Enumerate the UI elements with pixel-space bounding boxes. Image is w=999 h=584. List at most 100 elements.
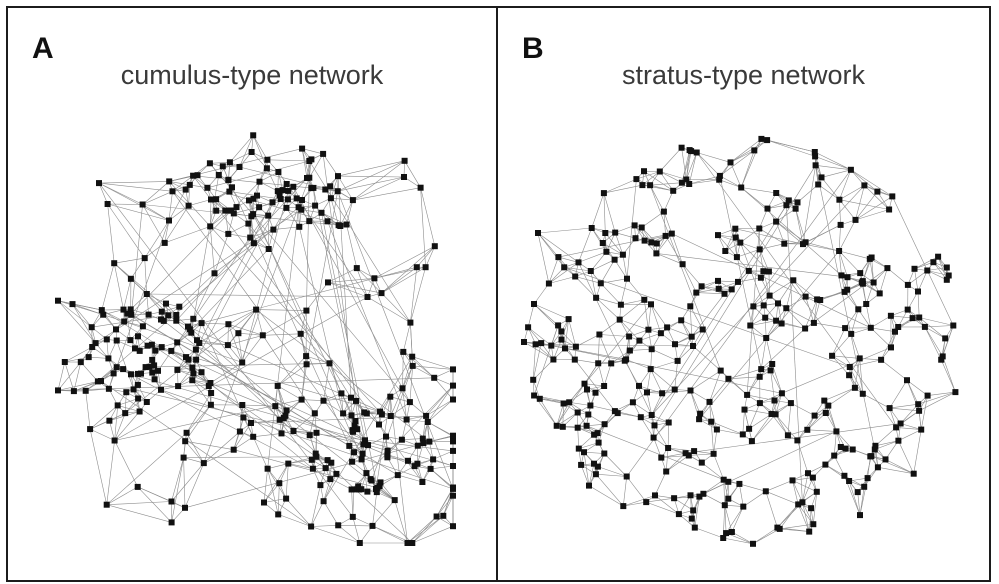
network-edge bbox=[862, 393, 890, 409]
network-node bbox=[688, 515, 695, 522]
network-edge bbox=[759, 208, 768, 229]
network-node bbox=[269, 199, 276, 206]
network-node bbox=[597, 280, 604, 287]
network-node bbox=[578, 461, 585, 468]
network-edge bbox=[259, 159, 268, 182]
network-node bbox=[787, 400, 794, 407]
network-node bbox=[910, 470, 917, 477]
network-edge bbox=[278, 514, 312, 527]
network-edge bbox=[924, 325, 954, 328]
network-node bbox=[706, 398, 713, 405]
network-edge bbox=[696, 152, 721, 177]
network-node bbox=[383, 433, 389, 440]
network-edge bbox=[839, 199, 890, 210]
network-edge bbox=[719, 150, 755, 177]
network-edge bbox=[263, 468, 268, 503]
network-edge bbox=[72, 303, 104, 315]
network-node bbox=[450, 523, 456, 530]
network-edge bbox=[769, 280, 794, 296]
network-edge bbox=[851, 327, 871, 335]
network-node bbox=[611, 256, 618, 263]
network-edge bbox=[323, 356, 413, 502]
network-edge bbox=[802, 165, 816, 245]
network-edge bbox=[574, 359, 599, 364]
network-node bbox=[888, 344, 894, 351]
network-edge bbox=[831, 327, 846, 356]
network-node bbox=[296, 223, 303, 230]
network-edge bbox=[654, 425, 669, 449]
network-edge bbox=[815, 165, 876, 450]
network-edge bbox=[797, 184, 819, 203]
network-node bbox=[918, 426, 925, 433]
network-edge bbox=[252, 135, 268, 160]
network-node bbox=[591, 431, 598, 438]
network-node bbox=[82, 387, 89, 394]
network-node bbox=[122, 410, 129, 417]
network-node bbox=[103, 501, 110, 508]
network-node bbox=[562, 345, 568, 352]
network-edge bbox=[537, 232, 565, 268]
network-edge bbox=[709, 401, 718, 430]
network-edge bbox=[242, 404, 276, 407]
network-node bbox=[400, 348, 407, 355]
network-node bbox=[225, 177, 232, 183]
network-edge bbox=[352, 489, 355, 517]
network-edge bbox=[646, 392, 652, 416]
network-edge bbox=[352, 516, 361, 544]
network-node bbox=[838, 272, 845, 279]
network-edge bbox=[632, 402, 652, 416]
network-node bbox=[190, 370, 197, 377]
network-node bbox=[279, 187, 286, 194]
network-edge bbox=[603, 193, 606, 234]
network-edge bbox=[537, 232, 550, 284]
network-node bbox=[825, 402, 832, 409]
network-edge bbox=[765, 480, 793, 492]
network-node bbox=[225, 321, 232, 328]
network-node bbox=[817, 297, 824, 303]
network-node bbox=[756, 225, 763, 232]
network-node bbox=[586, 482, 592, 489]
network-edge bbox=[595, 474, 624, 507]
network-edge bbox=[250, 419, 280, 424]
network-node bbox=[766, 292, 773, 299]
stratus-network-graph bbox=[521, 135, 959, 547]
network-edge bbox=[885, 440, 899, 460]
network-node bbox=[293, 195, 300, 202]
network-edge bbox=[927, 267, 947, 271]
network-edge bbox=[85, 390, 91, 430]
network-node bbox=[207, 401, 214, 408]
network-edge bbox=[433, 377, 454, 400]
network-edge bbox=[527, 327, 552, 346]
network-edge bbox=[209, 163, 411, 403]
network-edge bbox=[164, 220, 170, 243]
network-edge bbox=[168, 181, 383, 415]
network-edge bbox=[920, 395, 928, 430]
network-node bbox=[198, 320, 205, 327]
network-node bbox=[583, 422, 590, 429]
network-node bbox=[185, 202, 192, 209]
network-node bbox=[168, 347, 175, 354]
network-node bbox=[320, 150, 327, 157]
network-edge bbox=[185, 440, 234, 450]
network-node bbox=[728, 529, 735, 535]
network-node bbox=[297, 330, 304, 337]
network-edge bbox=[113, 263, 124, 310]
network-edge bbox=[914, 256, 939, 270]
network-node bbox=[829, 352, 836, 359]
network-edge bbox=[813, 322, 846, 329]
network-edge bbox=[680, 320, 694, 347]
network-edge bbox=[183, 457, 204, 464]
network-edge bbox=[323, 501, 339, 526]
network-node bbox=[135, 395, 142, 402]
network-node bbox=[852, 216, 859, 223]
network-edge bbox=[123, 278, 132, 310]
network-edge bbox=[586, 425, 724, 480]
network-edge bbox=[724, 504, 744, 507]
network-edge bbox=[192, 379, 212, 394]
network-node bbox=[450, 485, 456, 492]
network-node bbox=[110, 370, 117, 377]
network-node bbox=[270, 226, 277, 233]
network-edge bbox=[207, 160, 310, 189]
network-edge bbox=[268, 229, 274, 250]
network-node bbox=[686, 181, 693, 187]
